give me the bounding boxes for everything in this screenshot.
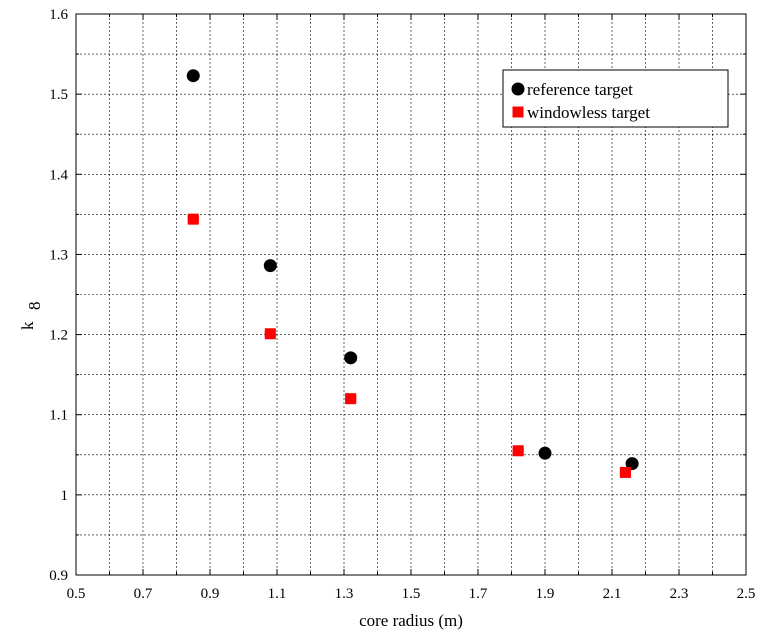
data-marks xyxy=(186,69,639,478)
marker-circle xyxy=(538,446,552,460)
legend-marker-reference-target xyxy=(511,82,525,96)
marker-circle xyxy=(625,457,639,471)
y-tick-label: 1.5 xyxy=(49,87,68,103)
x-tick-label: 1.5 xyxy=(402,586,421,602)
x-tick-label: 1.1 xyxy=(268,586,287,602)
x-tick-label: 0.7 xyxy=(134,586,153,602)
marker-square xyxy=(264,328,276,340)
x-tick-label: 2.1 xyxy=(603,586,622,602)
x-tick-label: 1.7 xyxy=(469,586,488,602)
data-point xyxy=(263,259,277,273)
y-tick-label: 1.6 xyxy=(49,7,68,23)
y-tick-label: 1.2 xyxy=(49,328,68,344)
y-tick-label: 1.1 xyxy=(49,408,68,424)
axis-ticks xyxy=(75,13,747,576)
y-tick-label: 0.9 xyxy=(49,568,68,584)
legend-label-windowless-target: windowless target xyxy=(527,103,650,122)
y-tick-label: 1.3 xyxy=(49,247,68,263)
marker-square xyxy=(512,445,524,457)
legend-marker-windowless-target xyxy=(512,106,524,118)
legend: reference target windowless target xyxy=(502,69,729,128)
y-axis-title-subscript: 8 xyxy=(25,302,44,311)
data-point xyxy=(619,466,631,478)
x-tick-labels: 0.5 0.7 0.9 1.1 1.3 1.5 1.7 1.9 2.1 2.3 2.5 xyxy=(67,586,756,602)
x-axis-title: core radius (m) xyxy=(359,611,463,630)
data-point xyxy=(538,446,552,460)
y-axis-title: k 8 xyxy=(18,302,44,331)
marker-square xyxy=(187,213,199,225)
marker-circle xyxy=(263,259,277,273)
x-tick-label: 0.5 xyxy=(67,586,86,602)
x-tick-label: 2.5 xyxy=(737,586,756,602)
data-point xyxy=(264,328,276,340)
data-point xyxy=(345,393,357,405)
y-axis-title-main: k xyxy=(18,321,37,330)
data-point xyxy=(187,213,199,225)
data-point xyxy=(625,457,639,471)
marker-square xyxy=(619,466,631,478)
data-point xyxy=(186,69,200,83)
y-tick-label: 1.4 xyxy=(49,167,68,183)
x-tick-label: 0.9 xyxy=(201,586,220,602)
legend-label-reference-target: reference target xyxy=(527,80,633,99)
marker-circle xyxy=(186,69,200,83)
x-tick-label: 1.9 xyxy=(536,586,555,602)
x-tick-label: 1.3 xyxy=(335,586,354,602)
x-tick-label: 2.3 xyxy=(670,586,689,602)
marker-square xyxy=(345,393,357,405)
marker-circle xyxy=(344,351,358,365)
legend-box xyxy=(502,69,729,128)
data-point xyxy=(512,445,524,457)
y-tick-labels: 0.9 1 1.1 1.2 1.3 1.4 1.5 1.6 xyxy=(49,7,68,584)
data-point xyxy=(344,351,358,365)
y-tick-label: 1 xyxy=(61,488,69,504)
